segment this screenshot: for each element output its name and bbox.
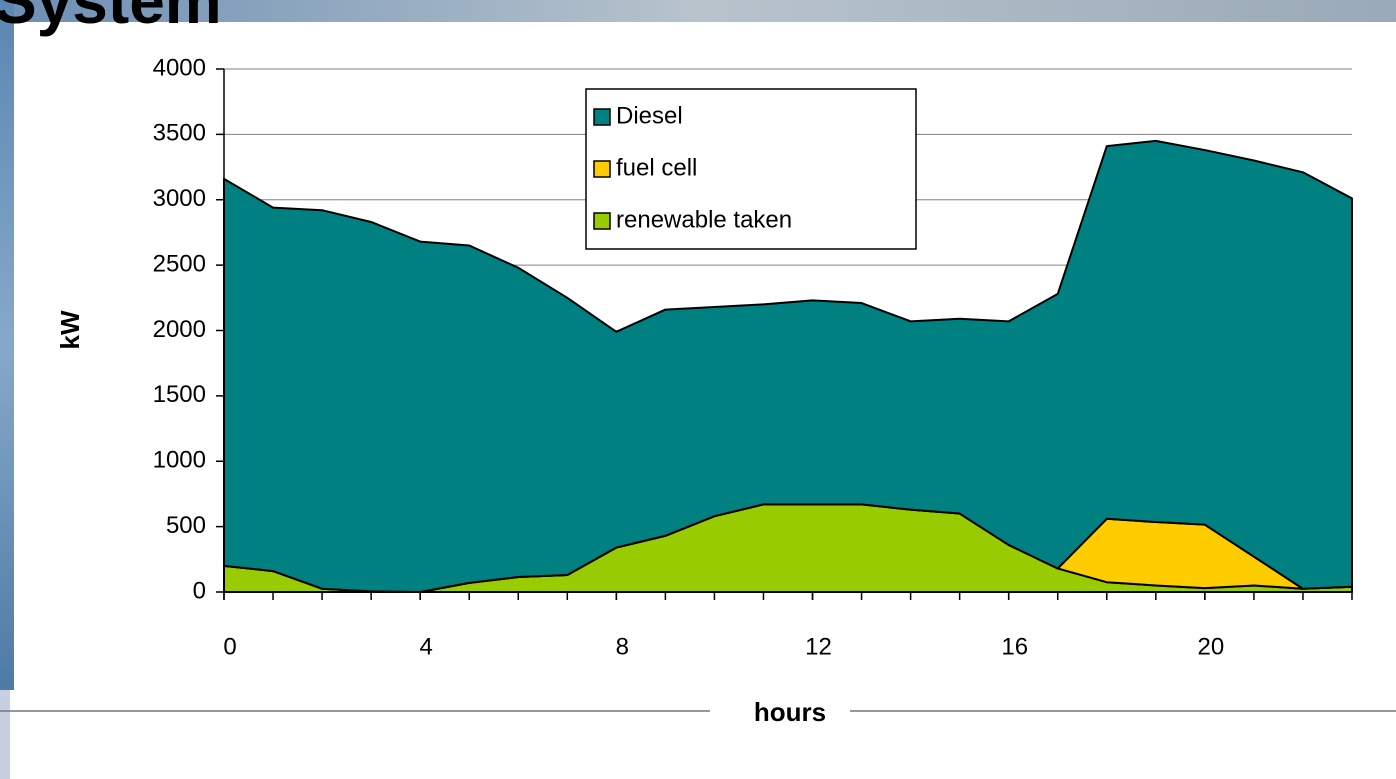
y-tick-label: 1500 bbox=[153, 381, 206, 408]
area bbox=[223, 139, 1353, 593]
label-backdrop bbox=[710, 698, 850, 728]
legend-box bbox=[585, 88, 917, 250]
y-tick-label: 2000 bbox=[153, 316, 206, 343]
legend-swatch bbox=[593, 108, 611, 126]
y-tick-label: 3500 bbox=[153, 120, 206, 147]
legend-label: Diesel bbox=[616, 102, 683, 129]
y-tick-label: 1000 bbox=[153, 447, 206, 474]
legend-label: renewable taken bbox=[616, 206, 792, 233]
x-tick-label: 16 bbox=[1001, 633, 1028, 660]
legend-label: fuel cell bbox=[616, 154, 697, 181]
legend-swatch bbox=[593, 212, 611, 230]
x-tick-label: 4 bbox=[419, 633, 432, 660]
y-tick-label: 2500 bbox=[153, 250, 206, 277]
x-tick-label: 0 bbox=[223, 633, 236, 660]
x-tick-label: 12 bbox=[805, 633, 832, 660]
y-tick-label: 0 bbox=[193, 577, 206, 604]
x-tick-label: 20 bbox=[1198, 633, 1225, 660]
background-strip bbox=[0, 0, 14, 690]
background-band bbox=[0, 0, 1396, 22]
background-strip bbox=[0, 690, 10, 779]
y-tick-label: 4000 bbox=[153, 54, 206, 81]
y-tick-label: 500 bbox=[166, 512, 206, 539]
x-tick-label: 8 bbox=[616, 633, 629, 660]
y-tick-label: 3000 bbox=[153, 185, 206, 212]
legend-swatch bbox=[593, 160, 611, 178]
y-axis-label: kW bbox=[55, 310, 85, 349]
x-axis-label: hours bbox=[754, 697, 826, 727]
slide-title: System bbox=[0, 0, 222, 37]
